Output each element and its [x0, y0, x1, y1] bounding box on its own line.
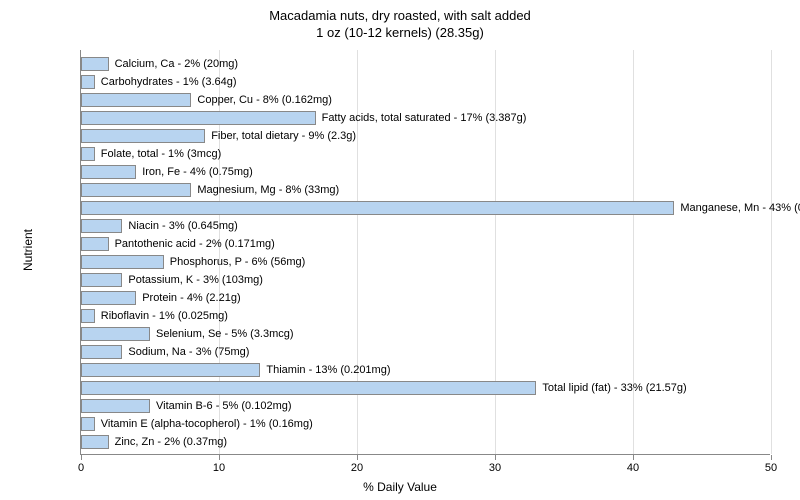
bar [81, 75, 95, 89]
bar-label: Vitamin E (alpha-tocopherol) - 1% (0.16m… [101, 417, 313, 431]
y-axis-label: Nutrient [21, 229, 35, 271]
bar-label: Niacin - 3% (0.645mg) [128, 219, 237, 233]
bar [81, 93, 191, 107]
bar [81, 363, 260, 377]
bar [81, 183, 191, 197]
bar-label: Protein - 4% (2.21g) [142, 291, 240, 305]
bar [81, 273, 122, 287]
x-tick-label: 10 [213, 462, 225, 474]
bar-label: Phosphorus, P - 6% (56mg) [170, 255, 306, 269]
x-tick-label: 0 [78, 462, 84, 474]
x-tick-mark [357, 455, 358, 460]
chart-title: Macadamia nuts, dry roasted, with salt a… [0, 8, 800, 42]
bar-label: Fiber, total dietary - 9% (2.3g) [211, 129, 356, 143]
bar-label: Riboflavin - 1% (0.025mg) [101, 309, 228, 323]
x-tick-label: 40 [627, 462, 639, 474]
bar [81, 201, 674, 215]
bar [81, 57, 109, 71]
bar-label: Copper, Cu - 8% (0.162mg) [197, 93, 332, 107]
bar-label: Magnesium, Mg - 8% (33mg) [197, 183, 339, 197]
bar-label: Sodium, Na - 3% (75mg) [128, 345, 249, 359]
bar [81, 417, 95, 431]
bar [81, 219, 122, 233]
bar-label: Iron, Fe - 4% (0.75mg) [142, 165, 253, 179]
gridline [771, 50, 772, 454]
x-tick-label: 50 [765, 462, 777, 474]
bar-label: Zinc, Zn - 2% (0.37mg) [115, 435, 227, 449]
bar [81, 111, 316, 125]
bar [81, 381, 536, 395]
bar-label: Pantothenic acid - 2% (0.171mg) [115, 237, 275, 251]
x-tick-mark [633, 455, 634, 460]
bar-label: Folate, total - 1% (3mcg) [101, 147, 221, 161]
x-tick-label: 20 [351, 462, 363, 474]
bar-label: Manganese, Mn - 43% (0.861mg) [680, 201, 800, 215]
bar [81, 309, 95, 323]
x-tick-mark [81, 455, 82, 460]
bar [81, 345, 122, 359]
title-line2: 1 oz (10-12 kernels) (28.35g) [316, 25, 484, 40]
x-tick-mark [495, 455, 496, 460]
bar [81, 399, 150, 413]
bar [81, 435, 109, 449]
bar-label: Calcium, Ca - 2% (20mg) [115, 57, 238, 71]
x-tick-label: 30 [489, 462, 501, 474]
bar-label: Fatty acids, total saturated - 17% (3.38… [322, 111, 527, 125]
bar [81, 237, 109, 251]
nutrient-chart: Macadamia nuts, dry roasted, with salt a… [0, 0, 800, 500]
bar [81, 291, 136, 305]
bar-label: Total lipid (fat) - 33% (21.57g) [542, 381, 686, 395]
bar-label: Potassium, K - 3% (103mg) [128, 273, 263, 287]
bar-label: Thiamin - 13% (0.201mg) [266, 363, 390, 377]
bar [81, 255, 164, 269]
bar-label: Vitamin B-6 - 5% (0.102mg) [156, 399, 292, 413]
bar-label: Carbohydrates - 1% (3.64g) [101, 75, 237, 89]
plot-area: 01020304050Calcium, Ca - 2% (20mg)Carboh… [80, 50, 770, 455]
x-axis-label: % Daily Value [363, 480, 437, 494]
bar [81, 147, 95, 161]
bar-label: Selenium, Se - 5% (3.3mcg) [156, 327, 294, 341]
x-tick-mark [771, 455, 772, 460]
bar [81, 129, 205, 143]
bar [81, 165, 136, 179]
x-tick-mark [219, 455, 220, 460]
bar [81, 327, 150, 341]
title-line1: Macadamia nuts, dry roasted, with salt a… [269, 8, 531, 23]
